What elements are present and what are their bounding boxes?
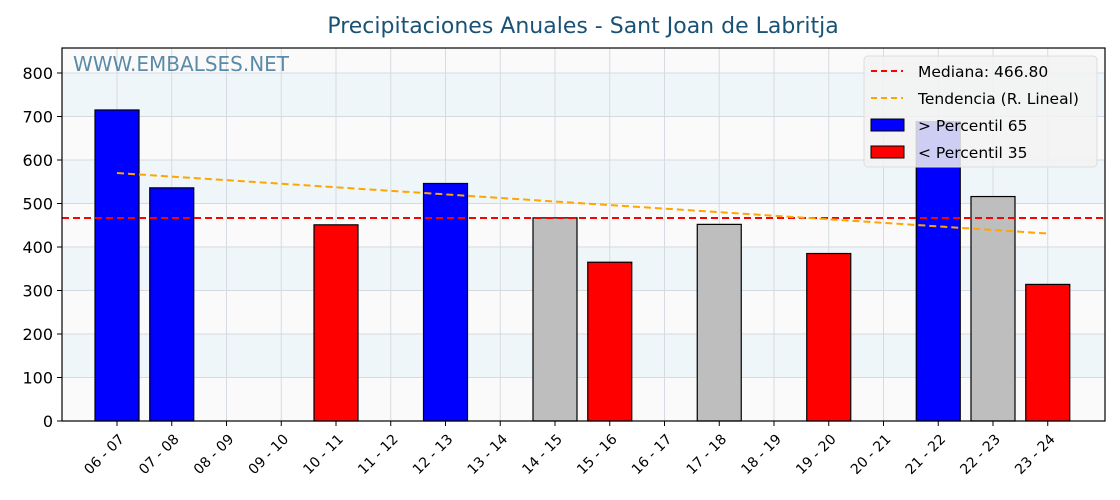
svg-text:08 - 09: 08 - 09 bbox=[191, 432, 237, 478]
svg-text:20 - 21: 20 - 21 bbox=[848, 432, 894, 478]
svg-text:17 - 18: 17 - 18 bbox=[684, 432, 730, 478]
svg-text:18 - 19: 18 - 19 bbox=[738, 432, 784, 478]
bar-12-13 bbox=[422, 182, 469, 422]
svg-text:13 - 14: 13 - 14 bbox=[465, 431, 511, 477]
svg-text:16 - 17: 16 - 17 bbox=[629, 432, 675, 478]
svg-text:10 - 11: 10 - 11 bbox=[300, 432, 346, 478]
trend-line bbox=[116, 172, 1048, 235]
bar-15-16 bbox=[587, 261, 633, 422]
svg-text:500: 500 bbox=[22, 195, 53, 214]
svg-text:< Percentil 35: < Percentil 35 bbox=[918, 144, 1028, 162]
bar-06-07 bbox=[94, 109, 140, 422]
bar-17-18 bbox=[696, 223, 742, 422]
svg-text:Tendencia (R. Lineal): Tendencia (R. Lineal) bbox=[917, 90, 1079, 108]
svg-text:0: 0 bbox=[43, 412, 53, 431]
svg-text:06 - 07: 06 - 07 bbox=[81, 432, 127, 478]
svg-text:09 - 10: 09 - 10 bbox=[246, 432, 292, 478]
bar-19-20 bbox=[806, 252, 852, 422]
bar-23-24 bbox=[1025, 283, 1071, 422]
bar-22-23 bbox=[970, 195, 1016, 422]
svg-text:400: 400 bbox=[22, 238, 53, 257]
svg-text:19 - 20: 19 - 20 bbox=[793, 432, 839, 478]
svg-text:11 - 12: 11 - 12 bbox=[355, 432, 401, 478]
svg-text:200: 200 bbox=[22, 325, 53, 344]
bar-07-08 bbox=[149, 187, 195, 422]
bar-21-22 bbox=[915, 121, 961, 422]
svg-text:14 - 15: 14 - 15 bbox=[519, 432, 565, 478]
bar-10-11 bbox=[313, 224, 359, 422]
svg-text:> Percentil 65: > Percentil 65 bbox=[918, 117, 1028, 135]
legend: Mediana: 466.80 Tendencia (R. Lineal) > Pe… bbox=[863, 55, 1098, 168]
svg-text:21 - 22: 21 - 22 bbox=[903, 432, 949, 478]
svg-text:800: 800 bbox=[22, 64, 53, 83]
svg-text:700: 700 bbox=[22, 108, 53, 127]
svg-text:15 - 16: 15 - 16 bbox=[574, 431, 620, 477]
svg-text:22 - 23: 22 - 23 bbox=[957, 432, 1003, 478]
svg-text:Mediana: 466.80: Mediana: 466.80 bbox=[918, 63, 1048, 81]
chart-title: Precipitaciones Anuales - Sant Joan de L… bbox=[327, 14, 838, 39]
svg-text:300: 300 bbox=[22, 282, 53, 301]
x-axis: 06 - 07 07 - 08 08 - 09 09 - 10 10 - 11 11 - … bbox=[81, 421, 1059, 478]
svg-text:07 - 08: 07 - 08 bbox=[136, 432, 182, 478]
svg-text:600: 600 bbox=[22, 151, 53, 170]
svg-text:12 - 13: 12 - 13 bbox=[410, 432, 456, 478]
svg-text:100: 100 bbox=[22, 369, 53, 388]
watermark: WWW.EMBALSES.NET bbox=[73, 52, 290, 76]
svg-text:23 - 24: 23 - 24 bbox=[1012, 431, 1058, 477]
bar-14-15 bbox=[532, 217, 578, 422]
y-axis: 0 100 200 300 400 500 600 700 800 bbox=[22, 64, 62, 431]
